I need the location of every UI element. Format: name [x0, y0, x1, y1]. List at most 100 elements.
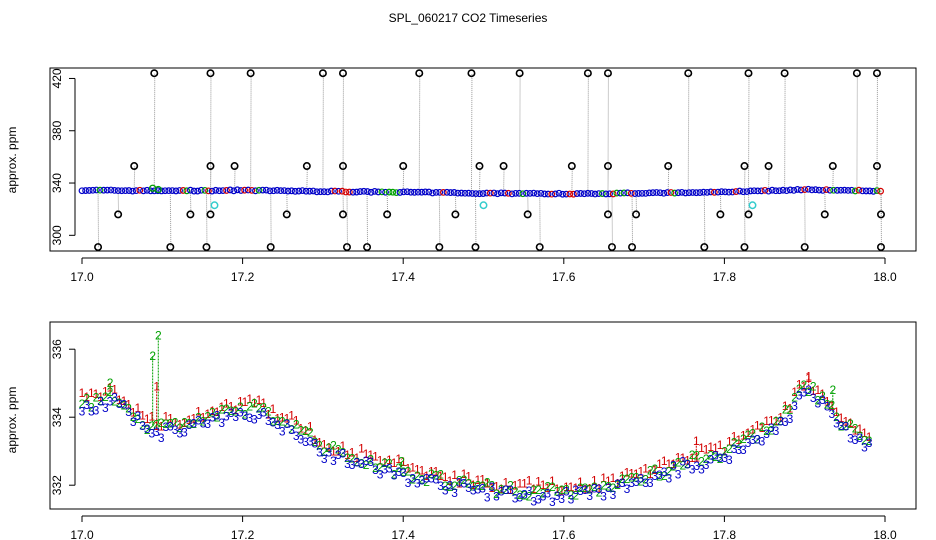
bottom-series-2-point: 2: [693, 449, 700, 463]
bottom-series-1-point: 1: [293, 413, 300, 427]
bottom-series-3-point: 3: [717, 451, 724, 465]
top-spike-trace: [133, 166, 136, 191]
top-baseline-point: [96, 186, 104, 194]
bottom-x-tick-label: 17.2: [231, 528, 255, 540]
bottom-series-2-point: 2: [856, 429, 863, 443]
bottom-series-3-point: 3: [614, 477, 621, 491]
bottom-series-3-point: 3: [679, 455, 686, 469]
top-spike-trace: [856, 73, 858, 191]
bottom-series-2-point: 2: [121, 399, 128, 413]
bottom-series-3-point: 3: [568, 492, 575, 506]
top-spike-trace: [667, 166, 670, 193]
bottom-series-2-point: 2: [97, 394, 104, 408]
bottom-series-2-point: 2: [288, 423, 295, 437]
bottom-series-2-point: 2: [521, 488, 528, 502]
bottom-series-2-point: 2: [633, 471, 640, 485]
bottom-series-3-point: 3: [563, 485, 570, 499]
top-baseline-point: [692, 189, 700, 197]
top-baseline-point: [819, 186, 827, 194]
top-baseline-point: [356, 188, 364, 195]
bottom-series-1-point: 1: [707, 440, 714, 454]
bottom-series-3-point: 3: [698, 463, 705, 477]
top-baseline-point: [776, 187, 783, 195]
top-outlier-point: [852, 69, 861, 78]
top-spike-trace: [234, 166, 236, 191]
bottom-series-1-point: 1: [526, 474, 533, 488]
top-baseline-point: [273, 186, 281, 194]
top-cyan-point: [748, 201, 757, 210]
top-baseline-point: [812, 186, 819, 194]
bottom-series-3-point: 3: [116, 397, 123, 411]
top-baseline-point: [458, 189, 465, 197]
top-outlier-point: [94, 243, 103, 252]
top-baseline-point: [801, 186, 809, 194]
bottom-series-1-point: 1: [684, 454, 691, 468]
top-baseline-point: [219, 187, 227, 194]
bottom-series-2-point: 2: [507, 478, 514, 492]
bottom-series-3-point: 3: [847, 431, 854, 445]
bottom-series-2-point: 2: [437, 468, 444, 482]
top-baseline-point: [685, 189, 693, 197]
top-spike-trace: [703, 192, 706, 248]
top-outlier-point: [499, 162, 508, 171]
bottom-series-1-point: 1: [605, 474, 612, 488]
bottom-series-2-point: 2: [279, 415, 286, 429]
bottom-series-1-point: 1: [353, 451, 360, 465]
bottom-series-1-point: 1: [656, 457, 663, 471]
bottom-series-1-point: 1: [437, 469, 444, 483]
top-baseline-point: [682, 189, 689, 197]
top-baseline-point: [389, 188, 397, 196]
bottom-series-2-point: 2: [414, 469, 421, 483]
bottom-series-2-point: 2: [647, 464, 654, 478]
bottom-series-1-point: 1: [717, 438, 724, 452]
bottom-series-1-point: 1: [516, 476, 523, 490]
bottom-series-3-point: 3: [842, 419, 849, 433]
bottom-series-3-point: 3: [819, 393, 826, 407]
top-baseline-point: [631, 190, 639, 197]
top-baseline-point: [533, 190, 541, 198]
bottom-series-3-point: 3: [521, 488, 528, 502]
bottom-series-1-point: 1: [638, 465, 645, 479]
top-baseline-point: [313, 188, 321, 196]
bottom-series-2-point: 2: [684, 457, 691, 471]
bottom-y-tick-label: 336: [50, 339, 64, 359]
bottom-series-3-point: 3: [316, 445, 323, 459]
bottom-series-1-point: 1: [600, 471, 607, 485]
bottom-spike-point: 1: [153, 380, 160, 394]
bottom-series-1-point: 1: [828, 399, 835, 413]
bottom-series-3-point: 3: [302, 435, 309, 449]
bottom-series-2-point: 2: [698, 455, 705, 469]
bottom-series-2-point: 2: [149, 419, 156, 433]
top-baseline-point: [327, 187, 335, 195]
bottom-series-3-point: 3: [130, 415, 137, 429]
top-baseline-point: [624, 189, 632, 197]
bottom-series-1-point: 1: [307, 419, 314, 433]
bottom-series-3-point: 3: [596, 482, 603, 496]
top-outlier-point: [399, 162, 408, 171]
bottom-series-3-point: 3: [759, 434, 766, 448]
bottom-series-1-point: 1: [479, 472, 486, 486]
bottom-series-3-point: 3: [647, 476, 654, 490]
top-outlier-point: [282, 210, 291, 219]
bottom-series-2-point: 2: [586, 483, 593, 497]
bottom-series-1-point: 1: [824, 394, 831, 408]
bottom-series-2-point: 2: [242, 407, 249, 421]
bottom-series-3-point: 3: [838, 419, 845, 433]
bottom-series-3-point: 3: [656, 468, 663, 482]
bottom-series-1-point: 1: [647, 467, 654, 481]
top-outlier-point: [780, 69, 789, 78]
bottom-series-2-point: 2: [265, 404, 272, 418]
bottom-series-3-point: 3: [121, 397, 128, 411]
bottom-series-1-point: 1: [325, 441, 332, 455]
top-outlier-point: [632, 210, 641, 219]
top-baseline-point: [172, 187, 180, 195]
bottom-series-1-point: 1: [321, 437, 328, 451]
bottom-series-3-point: 3: [572, 483, 579, 497]
top-baseline-point: [656, 189, 664, 197]
bottom-series-1-point: 1: [265, 408, 272, 422]
bottom-series-3-point: 3: [540, 490, 547, 504]
bottom-series-2-point: 2: [847, 417, 854, 431]
bottom-series-2-point: 2: [423, 475, 430, 489]
bottom-series-2-point: 2: [838, 419, 845, 433]
bottom-series-2-point: 2: [735, 437, 742, 451]
